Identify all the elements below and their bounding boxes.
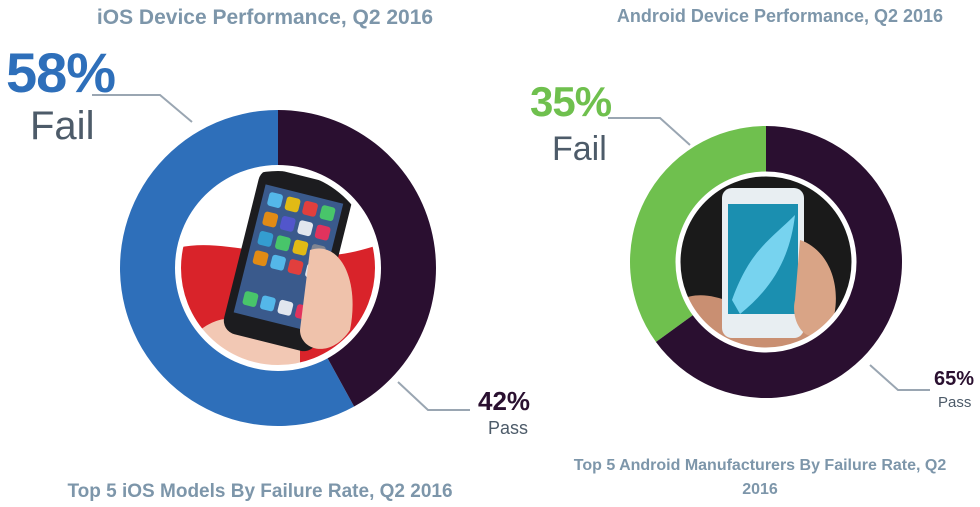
android-fail-leader-line bbox=[608, 117, 691, 146]
ios-fail-percentage: 58% bbox=[6, 41, 116, 104]
android-pass-leader-line bbox=[869, 364, 930, 391]
ios-pass-label: Pass bbox=[488, 418, 529, 438]
ios-pass-leader-line bbox=[397, 381, 470, 411]
ios-fail-leader-line bbox=[92, 94, 193, 123]
android-fail-label: Fail bbox=[552, 130, 607, 168]
ios-fail-slice bbox=[120, 110, 355, 426]
ios-subtitle: Top 5 iOS Models By Failure Rate, Q2 201… bbox=[67, 481, 453, 502]
android-fail-percentage: 35% bbox=[530, 78, 612, 125]
android-pass-label: Pass bbox=[938, 394, 972, 411]
android-pass-percentage: 65% bbox=[934, 368, 975, 390]
ios-pass-percentage: 42% bbox=[478, 386, 531, 416]
ios-chart-title: iOS Device Performance, Q2 2016 bbox=[96, 6, 434, 29]
android-chart-title: Android Device Performance, Q2 2016 bbox=[616, 6, 944, 26]
ios-fail-label: Fail bbox=[30, 104, 95, 148]
android-subtitle: Top 5 Android Manufacturers By Failure R… bbox=[573, 457, 947, 498]
android-pass-slice bbox=[655, 126, 902, 398]
iphone-photo bbox=[175, 165, 381, 371]
ios-pass-slice bbox=[278, 110, 437, 407]
ios-donut bbox=[120, 110, 437, 426]
